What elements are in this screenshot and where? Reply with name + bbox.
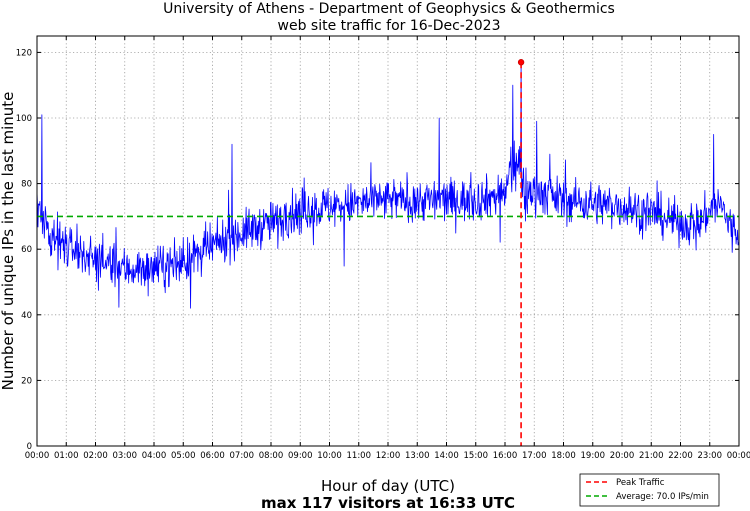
legend-peak-label: Peak Traffic: [616, 478, 665, 488]
legend-average-label: Average: 70.0 IPs/min: [616, 492, 709, 502]
y-axis-ticks: 0 20 40 60 80 100 120: [16, 48, 739, 452]
x-tick-label: 11:00: [347, 451, 372, 461]
x-tick-label: 20:00: [610, 451, 635, 461]
peak-marker: [517, 59, 525, 66]
chart-title: University of Athens - Department of Geo…: [163, 1, 615, 17]
y-axis-label: Number of unique IPs in the last minute: [0, 92, 17, 391]
x-tick-label: 17:00: [522, 451, 547, 461]
traffic-series-line: [36, 61, 739, 309]
y-tick-label: 80: [21, 180, 32, 190]
x-axis-label: Hour of day (UTC): [321, 477, 455, 495]
y-tick-label: 100: [16, 114, 32, 124]
x-tick-label: 19:00: [581, 451, 606, 461]
x-tick-label: 03:00: [113, 451, 138, 461]
x-tick-label: 22:00: [668, 451, 693, 461]
x-tick-label: 18:00: [551, 451, 576, 461]
y-tick-label: 60: [21, 245, 32, 255]
peak-summary-label: max 117 visitors at 16:33 UTC: [261, 494, 515, 511]
x-axis-ticks: 00:00 01:00 02:00 03:00 04:00 05:00 06:00 07:00…: [25, 36, 750, 461]
y-tick-label: 0: [27, 442, 32, 452]
chart-subtitle: web site traffic for 16-Dec-2023: [278, 18, 501, 34]
y-tick-label: 20: [21, 376, 32, 386]
y-tick-label: 40: [21, 311, 32, 321]
x-tick-label: 09:00: [288, 451, 313, 461]
x-tick-label: 16:00: [493, 451, 518, 461]
y-tick-label: 120: [16, 48, 32, 58]
x-tick-label: 01:00: [54, 451, 79, 461]
legend-box: [579, 473, 720, 507]
x-tick-label: 13:00: [405, 451, 430, 461]
x-tick-label: 10:00: [317, 451, 342, 461]
x-tick-label: 14:00: [434, 451, 459, 461]
x-tick-label: 12:00: [376, 451, 401, 461]
x-tick-label: 02:00: [83, 451, 108, 461]
x-tick-label: 21:00: [639, 451, 664, 461]
legend: Peak Traffic Average: 70.0 IPs/min: [579, 473, 720, 507]
x-tick-label: 00:00: [727, 451, 750, 461]
grid-lines: [37, 36, 739, 446]
x-tick-label: 05:00: [171, 451, 196, 461]
x-tick-label: 06:00: [200, 451, 225, 461]
x-tick-label: 04:00: [142, 451, 167, 461]
x-tick-label: 08:00: [259, 451, 284, 461]
x-tick-label: 15:00: [464, 451, 489, 461]
x-tick-label: 00:00: [25, 451, 50, 461]
x-tick-label: 07:00: [230, 451, 255, 461]
x-tick-label: 23:00: [698, 451, 723, 461]
